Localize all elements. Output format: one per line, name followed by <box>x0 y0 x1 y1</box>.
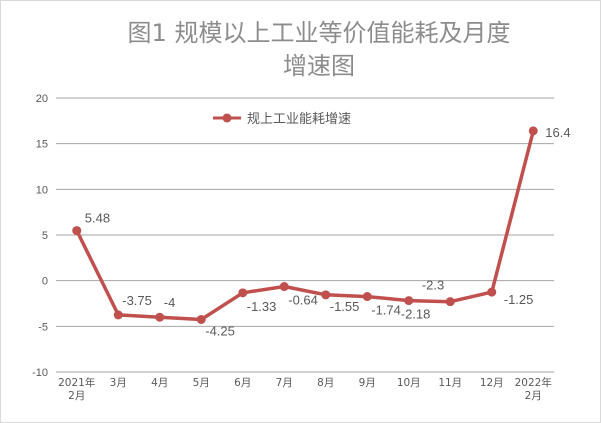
data-point-8 <box>404 296 414 306</box>
data-label-6: -1.55 <box>330 299 360 314</box>
chart-title-line2: 增速图 <box>283 52 355 80</box>
legend: 规上工业能耗增速 <box>213 112 351 127</box>
y-axis-ticks: -10 -5 0 5 10 15 20 <box>32 93 48 379</box>
data-label-8: -2.18 <box>401 307 431 322</box>
x-tick-8: 10月 <box>397 377 421 389</box>
series-line <box>72 126 538 324</box>
y-tick-5: 5 <box>42 230 48 242</box>
data-point-3 <box>196 314 206 324</box>
y-tick-20: 20 <box>36 93 48 105</box>
data-label-7: -1.74 <box>371 303 401 318</box>
data-point-7 <box>362 292 372 302</box>
data-label-4: -1.33 <box>247 299 277 314</box>
data-label-2: -4 <box>164 295 176 310</box>
legend-label: 规上工业能耗增速 <box>247 112 351 127</box>
data-point-9 <box>445 297 455 307</box>
data-point-5 <box>279 282 289 292</box>
x-tick-10: 12月 <box>480 377 504 389</box>
x-tick-0-line2: 2月 <box>68 390 85 402</box>
grid-lines <box>56 97 554 373</box>
legend-marker <box>222 113 232 123</box>
y-tick-0: 0 <box>42 276 48 288</box>
data-label-11: 16.4 <box>545 125 570 140</box>
data-point-4 <box>238 288 248 298</box>
x-tick-4: 6月 <box>234 377 251 389</box>
data-label-9: -2.3 <box>422 278 444 293</box>
x-tick-6: 8月 <box>317 377 334 389</box>
y-tick--5: -5 <box>38 321 48 333</box>
data-point-1 <box>113 310 123 320</box>
data-label-1: -3.75 <box>122 293 152 308</box>
data-point-0 <box>72 226 82 236</box>
data-point-11 <box>528 126 538 136</box>
x-tick-0-line1: 2021年 <box>58 376 95 389</box>
series-polyline <box>75 130 535 322</box>
y-tick--10: -10 <box>32 367 48 379</box>
data-label-10: -1.25 <box>504 292 534 307</box>
y-tick-15: 15 <box>36 139 48 151</box>
data-point-2 <box>155 312 165 322</box>
data-label-3: -4.25 <box>205 323 235 338</box>
x-tick-11-line1: 2022年 <box>515 376 552 389</box>
x-tick-7: 9月 <box>359 377 376 389</box>
x-tick-2: 4月 <box>151 377 168 389</box>
data-labels: 5.48 -3.75 -4 -4.25 -1.33 -0.64 -1.55 -1.74 -2.1… <box>85 125 571 339</box>
data-point-10 <box>487 287 497 297</box>
x-tick-9: 11月 <box>438 377 462 389</box>
data-label-5: -0.64 <box>288 293 318 308</box>
x-tick-1: 3月 <box>110 377 127 389</box>
data-point-6 <box>321 290 331 300</box>
chart-title-line1: 图1 规模以上工业等价值能耗及月度 <box>128 19 511 47</box>
x-tick-5: 7月 <box>276 377 293 389</box>
data-label-0: 5.48 <box>85 211 110 226</box>
x-tick-11-line2: 2月 <box>525 390 542 402</box>
x-tick-3: 5月 <box>193 377 210 389</box>
y-tick-10: 10 <box>36 184 48 196</box>
